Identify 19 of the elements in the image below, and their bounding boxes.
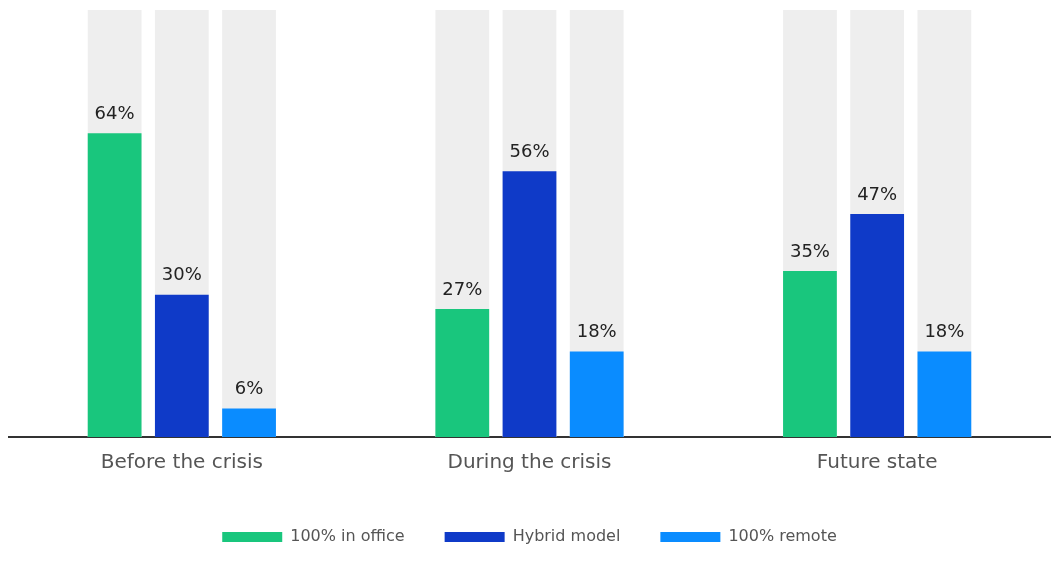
- data-label: 30%: [161, 263, 202, 285]
- x-tick-label: Before the crisis: [100, 449, 263, 474]
- legend-label: Hybrid model: [512, 526, 621, 546]
- data-label: 47%: [857, 182, 898, 204]
- data-label: 56%: [509, 139, 550, 161]
- data-label: 27%: [442, 277, 483, 299]
- data-label: 35%: [789, 239, 830, 261]
- legend-label: 100% remote: [728, 526, 837, 546]
- data-label: 6%: [234, 377, 264, 399]
- data-label: 18%: [576, 320, 617, 342]
- bar: [569, 351, 624, 437]
- bar: [917, 351, 972, 437]
- x-tick-label: During the crisis: [447, 449, 612, 474]
- bar: [222, 408, 276, 437]
- data-label: 64%: [94, 102, 135, 124]
- legend-label: 100% in office: [290, 526, 405, 546]
- data-label: 18%: [924, 320, 965, 342]
- x-tick-label: Future state: [816, 449, 938, 474]
- bar: [435, 308, 490, 437]
